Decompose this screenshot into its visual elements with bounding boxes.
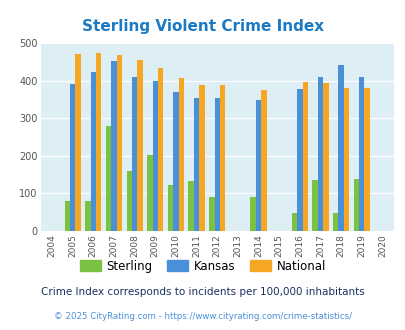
Bar (332, 213, 338, 231)
Bar (312, 180, 317, 231)
Bar (111, 61, 116, 231)
Bar (90, 72, 96, 231)
Bar (85, 201, 90, 231)
Bar (106, 126, 111, 231)
Bar (194, 98, 199, 231)
Legend: Sterling, Kansas, National: Sterling, Kansas, National (75, 255, 330, 278)
Bar (250, 197, 255, 231)
Bar (152, 81, 158, 231)
Bar (209, 197, 214, 231)
Bar (220, 85, 225, 231)
Bar (158, 69, 163, 231)
Bar (364, 88, 369, 231)
Bar (214, 98, 220, 231)
Bar (199, 85, 204, 231)
Bar (291, 213, 296, 231)
Bar (137, 60, 142, 231)
Bar (96, 53, 101, 231)
Bar (132, 77, 137, 231)
Bar (338, 65, 343, 231)
Bar (260, 89, 266, 231)
Bar (75, 54, 81, 231)
Bar (302, 82, 307, 231)
Bar (147, 155, 152, 231)
Bar (296, 89, 302, 231)
Bar (64, 201, 70, 231)
Bar (116, 55, 121, 231)
Bar (343, 88, 348, 231)
Bar (167, 185, 173, 231)
Bar (188, 181, 194, 231)
Text: © 2025 CityRating.com - https://www.cityrating.com/crime-statistics/: © 2025 CityRating.com - https://www.city… (54, 312, 351, 321)
Bar (255, 100, 260, 231)
Bar (322, 83, 328, 231)
Bar (353, 179, 358, 231)
Bar (126, 171, 132, 231)
Text: Sterling Violent Crime Index: Sterling Violent Crime Index (82, 19, 323, 34)
Bar (358, 77, 364, 231)
Bar (173, 92, 178, 231)
Bar (178, 78, 183, 231)
Text: Crime Index corresponds to incidents per 100,000 inhabitants: Crime Index corresponds to incidents per… (41, 287, 364, 297)
Bar (70, 84, 75, 231)
Bar (317, 77, 322, 231)
